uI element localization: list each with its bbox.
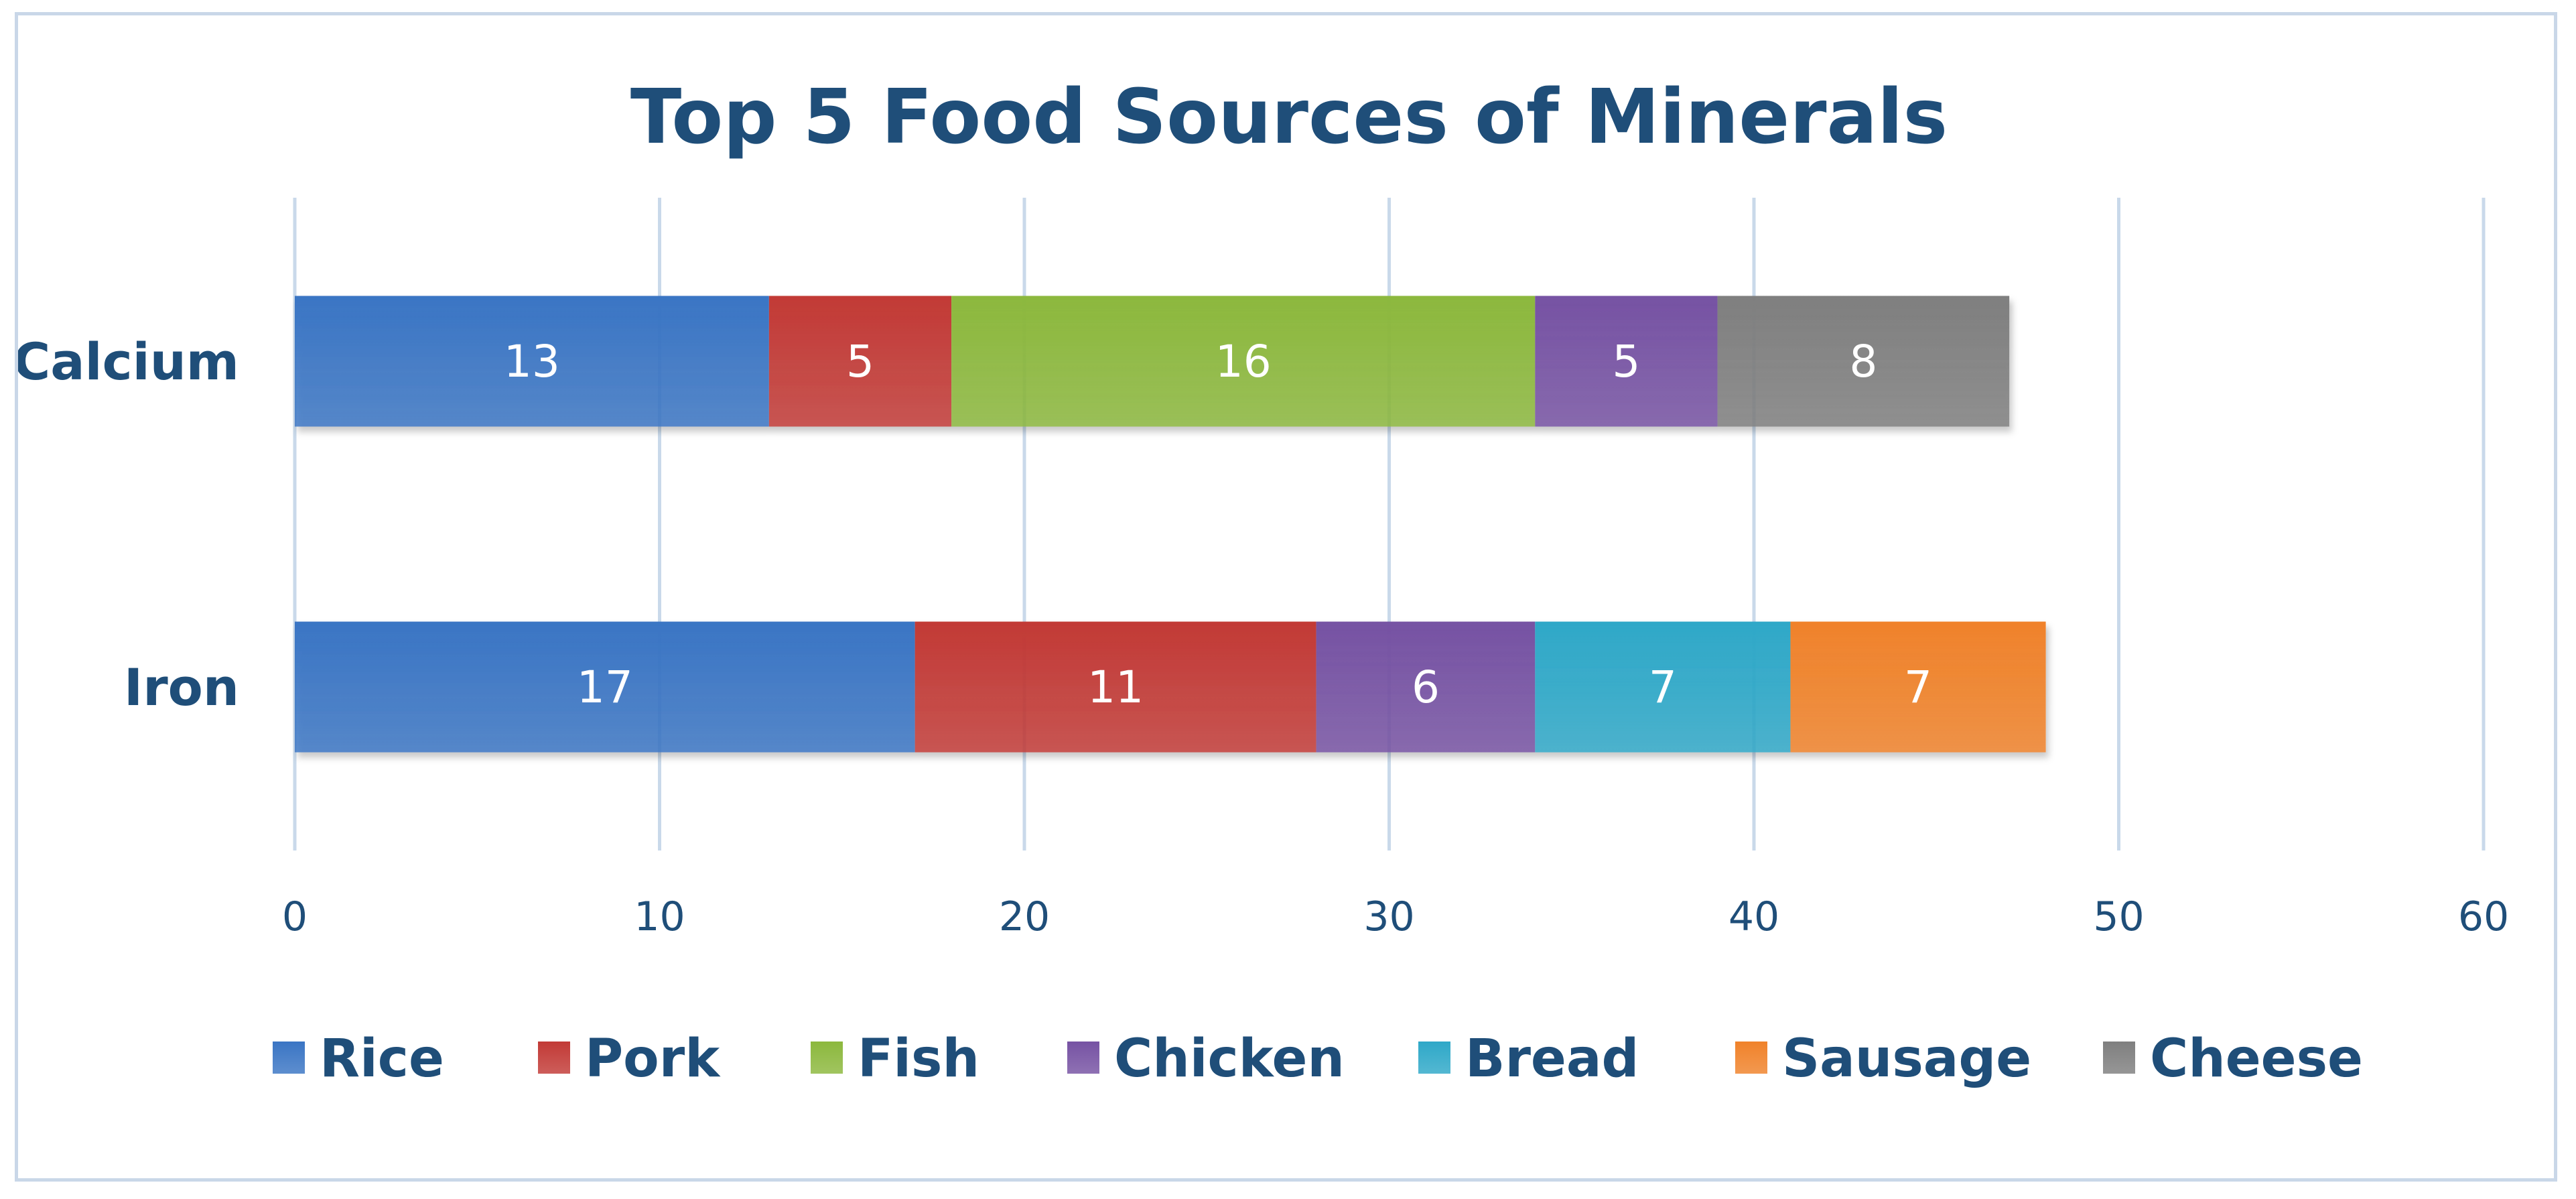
x-tick-30: 30 — [1363, 893, 1414, 940]
bar-calcium-pork — [768, 296, 952, 427]
chart-frame: Top 5 Food Sources of Minerals 13 5 16 5 8 17… — [15, 12, 2557, 1182]
legend-swatch-chicken — [1067, 1042, 1099, 1074]
data-label-calcium-fish: 16 — [1215, 336, 1272, 387]
bar-iron-rice — [295, 621, 915, 753]
legend-label-sausage: Sausage — [1782, 1029, 2031, 1089]
legend-swatch-pork — [538, 1042, 570, 1074]
data-label-calcium-rice: 13 — [504, 336, 560, 387]
data-label-calcium-pork: 5 — [846, 336, 874, 387]
legend-label-bread: Bread — [1465, 1029, 1639, 1089]
bar-iron-sausage — [1790, 621, 2046, 753]
data-label-iron-rice: 17 — [577, 661, 633, 713]
bars — [295, 296, 2046, 753]
legend-swatch-cheese — [2103, 1042, 2135, 1074]
data-label-iron-bread: 7 — [1649, 661, 1677, 713]
legend-label-rice: Rice — [320, 1029, 444, 1089]
legend-label-fish: Fish — [858, 1029, 979, 1089]
x-tick-60: 60 — [2458, 893, 2509, 940]
x-tick-10: 10 — [634, 893, 685, 940]
data-label-calcium-chicken: 5 — [1612, 336, 1640, 387]
stacked-bar-chart: Top 5 Food Sources of Minerals 13 5 16 5 8 17… — [18, 74, 2509, 1089]
legend: Rice Pork Fish Chicken Bread Sausage Cheese — [273, 1029, 2363, 1089]
bar-iron-bread — [1535, 621, 1791, 753]
legend-item-pork: Pork — [538, 1029, 721, 1089]
legend-swatch-sausage — [1735, 1042, 1767, 1074]
category-label-calcium: Calcium — [18, 332, 239, 391]
data-label-iron-sausage: 7 — [1904, 661, 1932, 713]
category-labels: Calcium Iron — [18, 332, 239, 717]
legend-item-fish: Fish — [811, 1029, 979, 1089]
bar-group-calcium — [295, 296, 2010, 427]
x-tick-40: 40 — [1728, 893, 1779, 940]
bar-calcium-rice — [295, 296, 769, 427]
legend-label-cheese: Cheese — [2150, 1029, 2363, 1089]
x-tick-20: 20 — [999, 893, 1050, 940]
bar-iron-pork — [914, 621, 1316, 753]
legend-item-bread: Bread — [1418, 1029, 1639, 1089]
bar-group-iron — [295, 621, 2046, 753]
bar-iron-chicken — [1316, 621, 1536, 753]
legend-label-pork: Pork — [585, 1029, 721, 1089]
x-axis-ticks: 0 10 20 30 40 50 60 — [282, 893, 2509, 940]
chart-title: Top 5 Food Sources of Minerals — [630, 74, 1948, 161]
data-label-iron-pork: 11 — [1087, 661, 1144, 713]
legend-label-chicken: Chicken — [1114, 1029, 1345, 1089]
data-label-iron-chicken: 6 — [1412, 661, 1440, 713]
legend-item-cheese: Cheese — [2103, 1029, 2363, 1089]
bar-calcium-cheese — [1717, 296, 2010, 427]
bar-calcium-chicken — [1535, 296, 1718, 427]
gridlines — [293, 198, 2486, 850]
data-labels: 13 5 16 5 8 17 11 6 7 7 — [504, 336, 1932, 713]
legend-item-chicken: Chicken — [1067, 1029, 1345, 1089]
category-label-iron: Iron — [124, 657, 239, 717]
legend-item-sausage: Sausage — [1735, 1029, 2031, 1089]
legend-item-rice: Rice — [273, 1029, 444, 1089]
x-tick-50: 50 — [2093, 893, 2144, 940]
legend-swatch-bread — [1418, 1042, 1450, 1074]
legend-swatch-fish — [811, 1042, 843, 1074]
data-label-calcium-cheese: 8 — [1849, 336, 1877, 387]
legend-swatch-rice — [273, 1042, 305, 1074]
bar-calcium-fish — [951, 296, 1536, 427]
x-tick-0: 0 — [282, 893, 308, 940]
